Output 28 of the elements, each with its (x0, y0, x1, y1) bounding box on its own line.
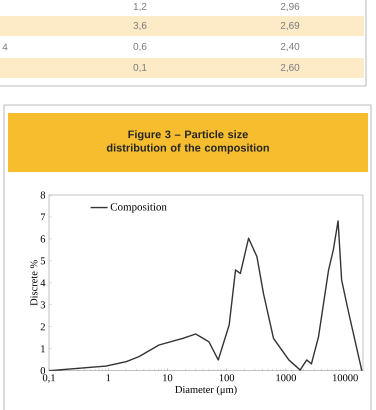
legend-label: Composition (110, 203, 167, 213)
y-tick-label: 2 (40, 323, 45, 330)
y-tick-label: 8 (40, 191, 46, 199)
y-tick-label: 7 (40, 214, 46, 220)
text: 2,40 (280, 42, 300, 52)
text: 4 (2, 44, 8, 50)
chart-title: Figure 3 – Particle size distribution of the composition (106, 130, 269, 154)
y-tick-label: 5 (40, 257, 46, 264)
text: 3,6 (133, 22, 146, 30)
text: 0,1 (133, 64, 146, 72)
x-axis-title: Diameter (μm) (175, 386, 237, 396)
x-tick-label: 1000 (276, 374, 296, 382)
x-tick-label: 0,1 (42, 374, 55, 383)
text: 1,2 (134, 2, 146, 12)
y-tick-label: 3 (40, 301, 46, 308)
y-tick-label: 1 (41, 345, 45, 352)
x-tick-label: 10000 (333, 374, 358, 382)
y-tick-label: 0 (40, 367, 46, 374)
x-tick-label: 100 (220, 374, 234, 382)
x-tick-label: 10 (163, 374, 172, 382)
y-axis-title: Discrete % (30, 260, 38, 306)
text: 0,6 (133, 42, 146, 52)
text: 2,69 (280, 22, 300, 30)
text: 2,96 (280, 2, 300, 12)
text: 2,60 (280, 64, 300, 72)
x-tick-label: 1 (106, 374, 110, 382)
y-tick-label: 4 (40, 279, 46, 286)
y-tick-label: 6 (40, 235, 46, 242)
